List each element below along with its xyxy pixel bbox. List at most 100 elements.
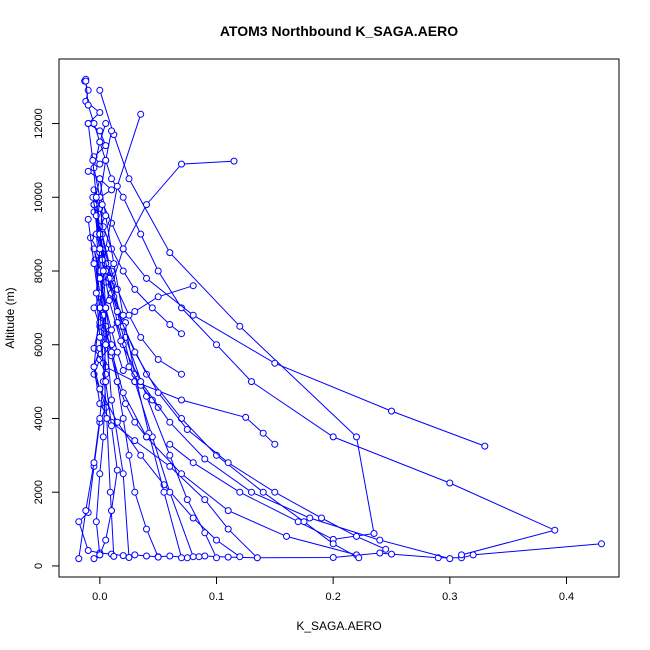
data-point	[96, 86, 104, 94]
data-point	[75, 518, 83, 526]
data-point	[125, 451, 133, 459]
data-point	[84, 120, 92, 127]
data-point	[201, 529, 209, 537]
data-point	[598, 540, 605, 548]
data-point	[108, 219, 115, 227]
data-point	[82, 507, 90, 515]
data-point	[236, 322, 244, 330]
data-point	[110, 552, 118, 560]
data-point	[96, 138, 104, 146]
series-3	[96, 86, 378, 543]
data-point	[119, 552, 127, 560]
data-point	[178, 396, 185, 404]
data-point	[189, 311, 197, 319]
data-point	[166, 451, 174, 459]
data-point	[148, 304, 156, 312]
data-point	[137, 333, 145, 341]
series-line	[99, 90, 375, 540]
data-point	[224, 525, 232, 533]
data-point	[201, 496, 209, 504]
data-point	[108, 422, 115, 430]
data-point	[102, 212, 110, 220]
data-point	[102, 341, 110, 349]
data-point	[75, 555, 83, 563]
data-point	[125, 311, 133, 319]
data-point	[108, 127, 115, 135]
y-tick-label: 10000	[33, 182, 45, 213]
data-point	[166, 552, 174, 560]
series-line	[78, 123, 107, 559]
data-point	[108, 326, 115, 334]
data-point	[376, 536, 384, 544]
data-point	[113, 182, 121, 190]
data-point	[102, 536, 110, 544]
data-point	[96, 551, 104, 559]
data-point	[102, 304, 110, 312]
data-point	[353, 433, 360, 441]
data-point	[446, 555, 454, 563]
data-point	[248, 378, 255, 386]
data-point	[96, 470, 104, 478]
data-point	[110, 260, 118, 268]
data-point	[125, 175, 133, 183]
data-point	[329, 554, 337, 561]
data-point	[154, 553, 162, 561]
data-point	[183, 554, 191, 562]
data-point	[119, 311, 127, 319]
data-point	[271, 488, 279, 496]
data-point	[96, 127, 104, 135]
data-point	[119, 470, 127, 478]
y-tick-label: 0	[33, 563, 45, 569]
data-point	[178, 415, 185, 422]
data-point	[195, 553, 203, 561]
data-point	[119, 367, 127, 374]
data-point	[96, 333, 104, 341]
y-tick-label: 12000	[33, 108, 45, 139]
data-point	[388, 550, 395, 558]
data-point	[131, 308, 139, 315]
data-point	[201, 455, 209, 463]
data-point	[178, 160, 185, 168]
data-point	[259, 488, 267, 496]
series-18	[92, 212, 454, 563]
data-point	[84, 167, 92, 175]
x-tick-label: 0.4	[559, 591, 574, 603]
data-point	[90, 459, 98, 467]
data-point	[143, 433, 150, 441]
data-point	[90, 120, 98, 127]
data-point	[143, 201, 150, 209]
data-point	[125, 363, 133, 371]
data-point	[178, 470, 185, 478]
data-point	[108, 175, 115, 183]
y-tick-label: 2000	[33, 480, 45, 504]
data-point	[154, 389, 162, 397]
data-point	[353, 532, 360, 540]
data-point	[259, 429, 267, 437]
data-point	[84, 215, 92, 223]
data-point	[143, 274, 150, 282]
data-point	[224, 507, 232, 515]
data-point	[102, 156, 110, 164]
data-point	[201, 552, 209, 560]
data-point	[166, 462, 174, 470]
data-point	[178, 554, 185, 562]
data-point	[99, 267, 107, 275]
data-point	[102, 378, 110, 386]
series-19	[75, 120, 110, 563]
data-point	[329, 433, 337, 441]
data-point	[113, 466, 121, 474]
data-point	[376, 549, 384, 557]
data-point	[189, 282, 197, 290]
data-point	[329, 540, 337, 548]
data-point	[166, 440, 174, 448]
data-point	[283, 532, 290, 540]
data-point	[96, 109, 104, 116]
data-point	[113, 308, 121, 315]
series-layer	[75, 75, 605, 563]
data-point	[89, 156, 97, 164]
data-point	[96, 175, 104, 183]
data-point	[84, 101, 92, 109]
data-point	[300, 518, 308, 526]
series-20	[90, 201, 121, 563]
data-point	[253, 554, 261, 562]
